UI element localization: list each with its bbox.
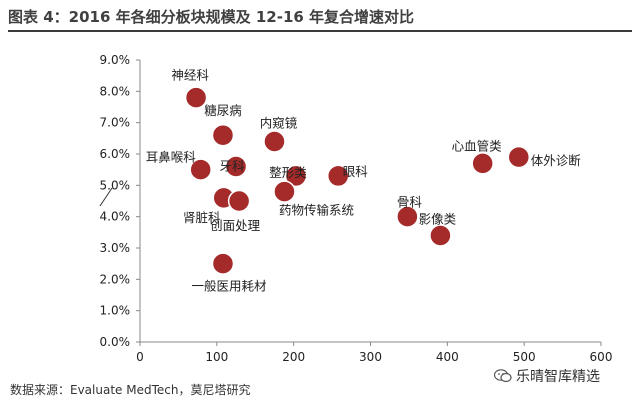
data-label: 肾脏科 (183, 210, 221, 225)
data-label: 神经科 (171, 68, 209, 83)
data-label: 牙科 (220, 159, 246, 174)
data-label: 影像类 (419, 211, 457, 226)
data-label: 创面处理 (210, 218, 261, 233)
x-tick-label: 500 (513, 350, 536, 364)
data-point (273, 180, 296, 203)
y-tick-label: 1.0% (100, 304, 131, 318)
y-tick-label: 0.0% (100, 335, 131, 349)
data-label: 整形类 (269, 165, 307, 180)
x-tick-label: 200 (282, 350, 305, 364)
watermark: 乐晴智库精选 (494, 366, 600, 386)
data-point (507, 145, 531, 169)
data-point (284, 164, 308, 188)
data-label: 体外诊断 (531, 153, 581, 168)
data-label: 眼科 (343, 164, 369, 179)
page-title: 图表 4：2016 年各细分板块规模及 12-16 年复合增速对比 (8, 8, 415, 26)
data-point (211, 123, 235, 147)
x-tick-label: 300 (359, 350, 382, 364)
data-label: 药物传输系统 (279, 203, 354, 218)
data-point (211, 252, 235, 275)
data-label: 心血管类 (452, 138, 503, 153)
x-tick-label: 100 (205, 350, 228, 364)
data-point (471, 152, 494, 175)
x-tick-label: 0 (136, 350, 144, 364)
source-note: 数据来源：Evaluate MedTech，莫尼塔研究 (10, 383, 251, 397)
data-point (326, 164, 350, 188)
data-point (189, 158, 212, 181)
y-tick-label: 4.0% (100, 210, 131, 224)
data-point (227, 189, 251, 213)
data-label: 糖尿病 (204, 103, 242, 118)
data-label: 骨科 (397, 195, 423, 210)
y-tick-label: 5.0% (100, 178, 131, 192)
data-point (396, 205, 419, 228)
watermark-text: 乐晴智库精选 (516, 369, 600, 385)
x-tick-label: 600 (590, 350, 613, 364)
data-point (224, 155, 248, 178)
y-tick-label: 3.0% (100, 241, 131, 255)
label-leader-line (99, 187, 113, 207)
data-label: 一般医用耗材 (191, 279, 266, 294)
x-tick-label: 400 (436, 350, 459, 364)
wechat-icon (494, 369, 512, 383)
y-tick-label: 9.0% (100, 53, 131, 67)
y-tick-label: 8.0% (100, 84, 131, 98)
data-point (429, 224, 452, 247)
y-tick-label: 2.0% (100, 272, 131, 286)
data-point (184, 86, 208, 109)
title-divider (8, 30, 632, 32)
data-label: 内窥镜 (260, 115, 298, 130)
y-tick-label: 6.0% (100, 147, 131, 161)
data-point (263, 130, 286, 153)
data-label: 耳鼻喉科 (146, 150, 197, 165)
y-tick-label: 7.0% (100, 116, 131, 130)
